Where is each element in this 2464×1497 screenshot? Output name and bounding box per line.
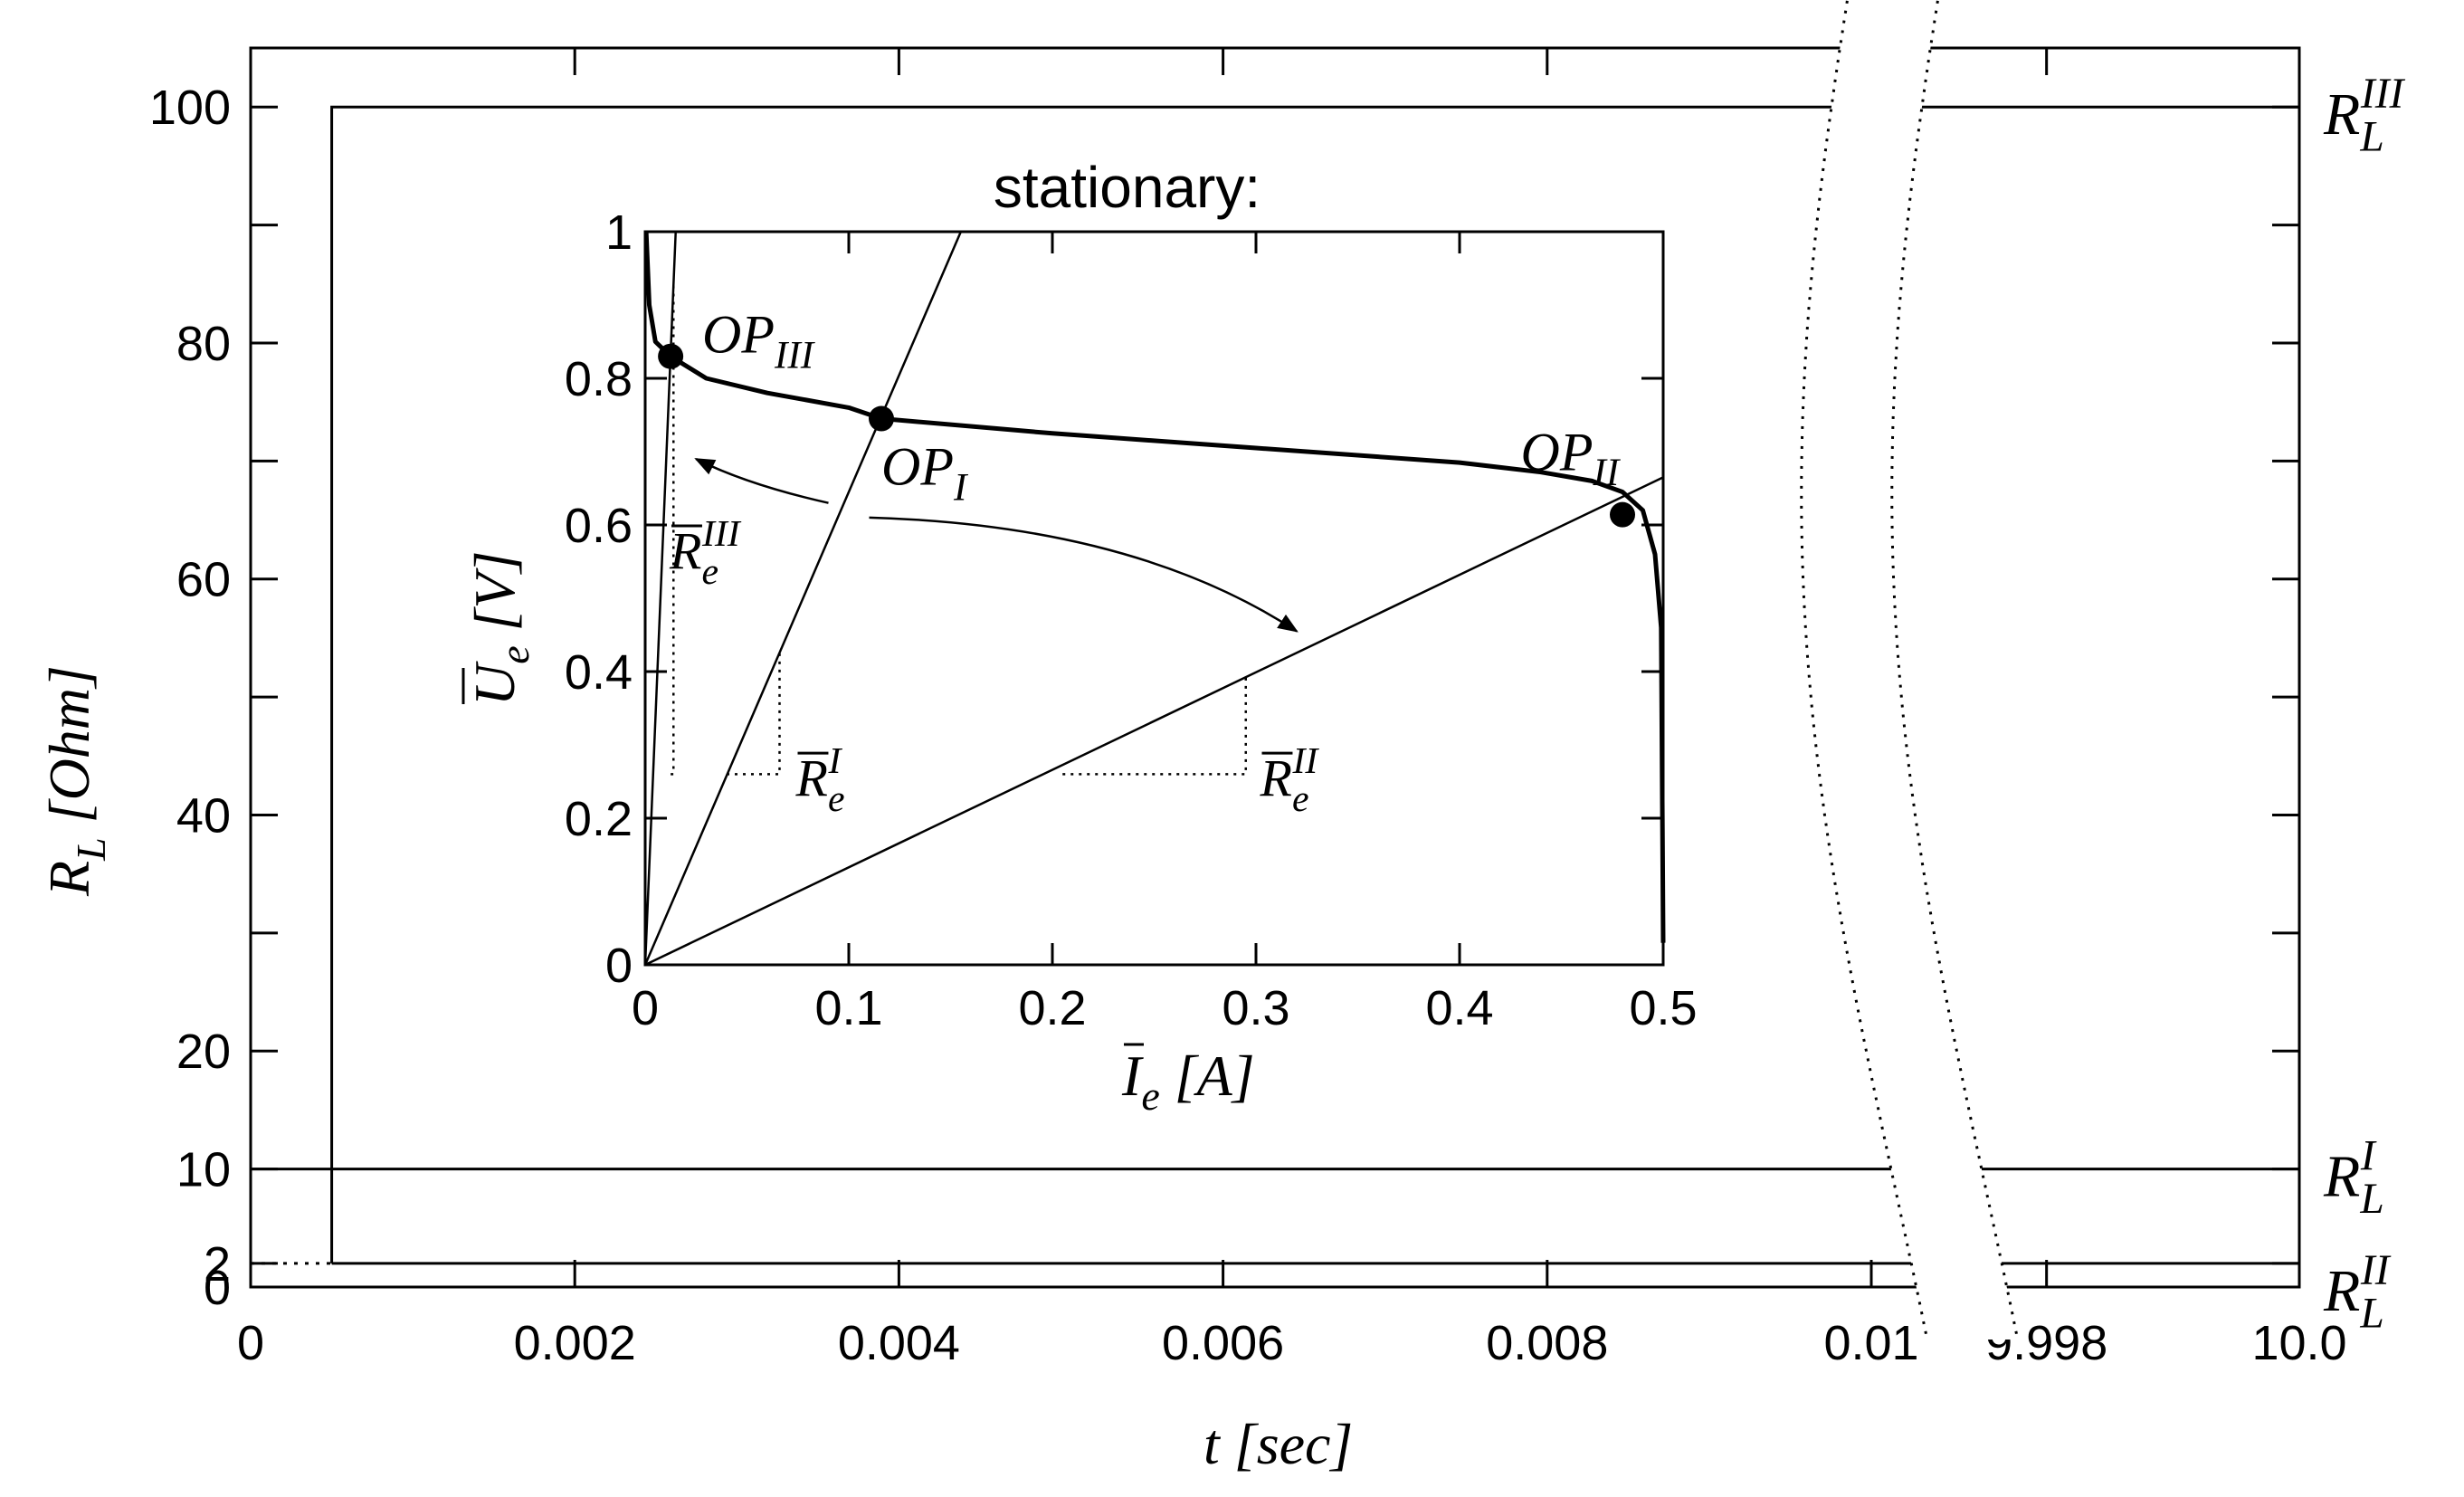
svg-text:RL [Ohm]: RL [Ohm] — [37, 665, 114, 897]
y-tick-label: 0 — [204, 1261, 231, 1315]
x-axis-title: t [sec] — [1203, 1412, 1353, 1476]
slope-triangle-R_e^I — [727, 653, 781, 776]
inset-y-tick-label: 1 — [605, 205, 633, 260]
svg-text:RLIII: RLIII — [2323, 71, 2406, 161]
inset-x-tick-label: 0.3 — [1222, 981, 1289, 1035]
inset-title: stationary: — [994, 155, 1261, 220]
inset-y-tick-label: 0.4 — [565, 645, 633, 700]
load-line-R_e^II — [645, 476, 1663, 965]
inset-x-tick-label: 0.4 — [1425, 981, 1493, 1035]
series-line-R_L^III — [330, 105, 2299, 1263]
x-tick-label: 0 — [237, 1316, 264, 1370]
x-tick-label: 0.004 — [838, 1316, 960, 1370]
svg-text:OPII: OPII — [1521, 422, 1622, 494]
arrow-to-OP-III — [694, 457, 829, 504]
y-tick-label: 80 — [176, 317, 231, 371]
inset-plot-frame — [643, 230, 1665, 967]
inset-y-tick-label: 0.6 — [565, 499, 633, 553]
x-tick-label: 0.008 — [1486, 1316, 1608, 1370]
load-line-label-R_e^I: ReI — [795, 740, 845, 820]
svg-text:RLI: RLI — [2323, 1133, 2384, 1224]
load-line-R_e^I — [645, 232, 962, 965]
x-tick-label: 10.0 — [2251, 1316, 2346, 1370]
main-plot-frame — [249, 46, 2301, 1289]
operating-point-label-II: OPII — [1521, 422, 1622, 494]
y-tick-label: 20 — [176, 1025, 231, 1079]
x-tick-label: 0.002 — [514, 1316, 636, 1370]
axis-break-left — [1800, 0, 1929, 1340]
series-label-R_L^III: RLIII — [2323, 71, 2406, 161]
svg-text:ReIII: ReIII — [669, 513, 742, 593]
slope-triangle-R_e^III — [671, 285, 675, 776]
inset-y-tick-label: 0.2 — [565, 792, 633, 846]
axis-break-right — [1890, 0, 2020, 1340]
operating-point-II — [1610, 501, 1635, 528]
y-tick-label: 10 — [176, 1143, 231, 1197]
inset-x-tick-label: 0 — [632, 981, 659, 1035]
inset-y-tick-label: 0.8 — [565, 352, 633, 406]
y-tick-label: 60 — [176, 553, 231, 607]
series-label-R_L^II: RLII — [2323, 1247, 2392, 1338]
svg-text:OPIII: OPIII — [702, 305, 816, 377]
operating-point-label-I: OPI — [881, 436, 969, 509]
svg-text:Ie [A]: Ie [A] — [1121, 1044, 1255, 1119]
inset-y-tick-label: 0 — [605, 939, 633, 993]
svg-text:t [sec]: t [sec] — [1203, 1412, 1353, 1476]
operating-point-label-III: OPIII — [702, 305, 816, 377]
operating-point-III — [658, 343, 684, 369]
operating-point-I — [869, 405, 894, 432]
inset-y-axis-title: Ue [V] — [461, 550, 538, 706]
inset-chart: stationary: 0 0.1 0.2 0.3 0.4 0.5 0 0.2 0.4 0.6 0.8… — [461, 150, 1763, 1146]
x-tick-label: 0.006 — [1162, 1316, 1284, 1370]
inset-x-tick-label: 0.5 — [1629, 981, 1697, 1035]
x-tick-label: 0.01 — [1823, 1316, 1918, 1370]
y-axis-title: RL [Ohm] — [37, 665, 114, 897]
axis-break-gap — [1801, 0, 2018, 1340]
y-tick-label: 2 — [204, 1237, 231, 1292]
svg-text:ReI: ReI — [795, 740, 845, 820]
load-line-label-R_e^III: ReIII — [669, 513, 742, 593]
y-tick-label: 100 — [149, 81, 231, 135]
inset-background — [564, 150, 1763, 1146]
series-label-R_L^I: RLI — [2323, 1133, 2384, 1224]
svg-text:RLII: RLII — [2323, 1247, 2392, 1338]
svg-text:Ue [V]: Ue [V] — [462, 550, 538, 706]
svg-text:ReII: ReII — [1260, 740, 1320, 820]
load-line-label-R_e^II: ReII — [1260, 740, 1320, 820]
inset-x-axis-title: Ie [A] — [1121, 1043, 1255, 1119]
arrow-to-OP-II — [869, 516, 1299, 633]
inset-x-tick-label: 0.2 — [1018, 981, 1086, 1035]
y-tick-label: 40 — [176, 788, 231, 843]
svg-text:OPI: OPI — [881, 436, 969, 509]
inset-x-tick-label: 0.1 — [814, 981, 882, 1035]
